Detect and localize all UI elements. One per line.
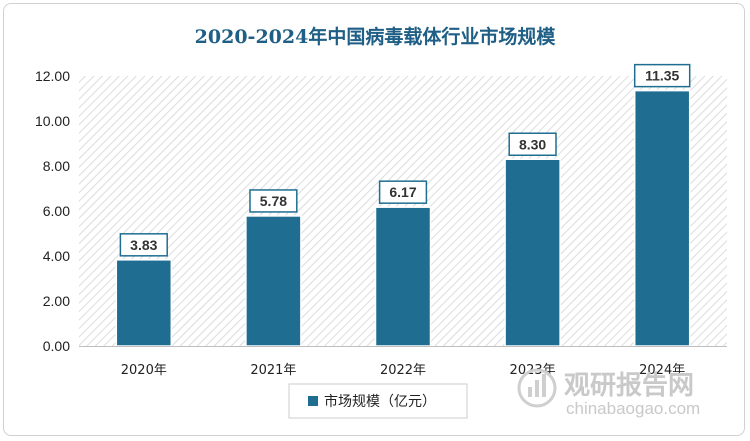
y-tick-label: 8.00 [43, 158, 70, 174]
legend-swatch [308, 396, 318, 406]
chart-title: 2020-2024年中国病毒载体行业市场规模 [195, 25, 557, 48]
data-label-box [119, 233, 168, 257]
bars: 3.83 5.78 6.17 8.30 11.35 [115, 63, 691, 347]
watermark-en-text: chinabaogao.com [566, 399, 700, 418]
y-tick-label: 10.00 [35, 113, 70, 129]
data-label: 11.35 [645, 68, 679, 84]
x-tick-label: 2024年 [639, 363, 685, 378]
legend-label: 市场规模（亿元） [324, 393, 436, 410]
chart-card: 2020-2024年中国病毒载体行业市场规模 0.00 2.00 4.00 6.00 8… [3, 3, 745, 436]
data-label-box [633, 63, 691, 88]
y-tick-label: 12.00 [35, 68, 70, 84]
x-tick-label: 2020年 [121, 363, 167, 378]
bar [115, 259, 173, 347]
y-tick-label: 4.00 [43, 248, 70, 264]
y-tick-label: 0.00 [43, 338, 70, 354]
data-label: 3.83 [130, 237, 157, 253]
x-tick-label: 2021年 [250, 363, 296, 378]
bar [504, 158, 561, 347]
bar [374, 206, 432, 347]
data-label-box [378, 180, 428, 204]
data-label: 8.30 [519, 136, 546, 152]
bar [245, 215, 302, 347]
bar-chart: 2020-2024年中国病毒载体行业市场规模 0.00 2.00 4.00 6.00 8… [35, 25, 727, 419]
watermark: 观研报告网 chinabaogao.com [517, 368, 700, 418]
legend: 市场规模（亿元） [288, 383, 468, 419]
y-axis: 0.00 2.00 4.00 6.00 8.00 10.00 12.00 [35, 68, 70, 354]
y-tick-label: 6.00 [43, 203, 70, 219]
data-label-box [508, 132, 557, 156]
legend-box [288, 383, 468, 419]
data-label-box [249, 189, 298, 213]
data-label: 6.17 [389, 184, 416, 200]
data-label: 5.78 [260, 193, 287, 209]
watermark-logo-icon [517, 368, 557, 408]
y-tick-label: 2.00 [43, 293, 70, 309]
x-tick-label: 2022年 [380, 363, 426, 378]
watermark-cn-text: 观研报告网 [564, 370, 694, 401]
bar [633, 89, 691, 347]
